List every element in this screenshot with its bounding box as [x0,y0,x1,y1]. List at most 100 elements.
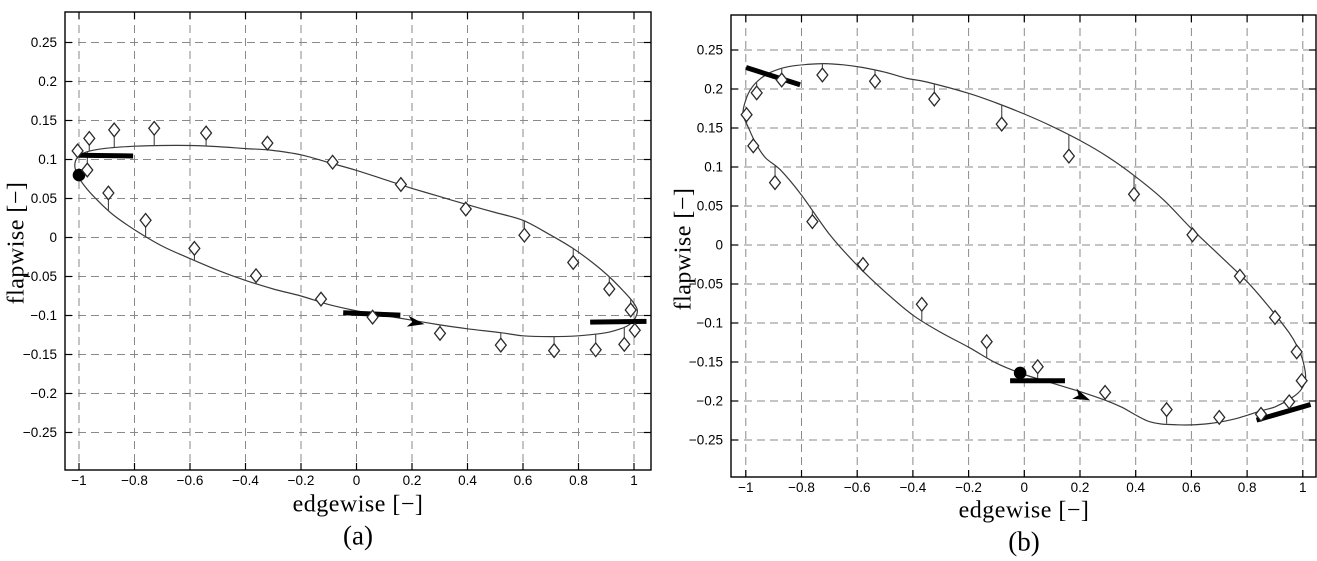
diamond-marker [459,201,473,217]
y-tick-label: −0.2 [696,394,723,409]
x-tick-label: 0.6 [514,473,533,488]
direction-arrowhead [1072,388,1091,401]
diamond-marker [628,322,642,339]
x-axis-label-a: edgewise [−] [292,491,424,518]
diamond-marker [139,212,152,229]
x-tick-label: −1 [71,473,86,488]
tangent-bar [78,152,134,159]
y-tick-label: 0.25 [697,43,723,58]
loop-curve-a [74,144,639,338]
axis-ticks-b [731,15,1316,477]
diamond-marker [566,254,580,271]
diamond-marker [199,125,213,141]
diamond-markers-a [71,120,642,359]
tick-labels-b: −1 −0.8 −0.6 −0.4 −0.2 0 0.2 0.4 0.6 0.8 1 −0.25 −0.… [689,43,1307,496]
x-tick-label: −0.8 [788,480,815,495]
diamond-marker [494,337,508,353]
x-tick-label: 0 [353,473,361,488]
diamond-marker [394,176,408,193]
axes-box-a [64,11,652,471]
diamond-marker [102,185,115,201]
diamond-marker [1282,393,1296,410]
diamond-marker [71,143,84,159]
diamond-marker [750,85,763,101]
x-tick-label: 0.6 [1182,480,1201,495]
x-tick-label: 0 [1021,480,1029,495]
y-tick-label: 0.1 [38,152,57,167]
diamond-marker [326,154,339,171]
diamond-marker [618,336,631,353]
diamond-marker [107,122,121,138]
y-tick-label: −0.25 [689,433,723,448]
direction-arrowhead [406,315,425,327]
diamond-marker [366,309,379,325]
y-tick-label: 0 [715,238,723,253]
diamond-marker [314,291,328,307]
diamond-marker [928,91,941,107]
x-tick-label: −0.6 [177,473,204,488]
diamond-marker [261,135,274,151]
diamond-marker [980,333,993,350]
x-tick-label: 0.2 [403,473,422,488]
x-tick-label: 0.8 [1238,480,1257,495]
x-tick-label: −0.6 [844,480,871,495]
tick-labels-a: −1 −0.8 −0.6 −0.4 −0.2 0 0.2 0.4 0.6 0.8 1 −0.25 −0.… [23,35,638,488]
y-tick-label: 0.25 [31,35,57,50]
x-tick-label: 0.4 [1126,480,1145,495]
diamond-marker [83,130,96,147]
diamond-marker [603,281,616,297]
y-tick-label: −0.25 [23,425,57,440]
y-axis-label-a: flapwise [−] [3,181,30,305]
tangent-bar [1255,402,1312,423]
diamond-marker [740,106,753,123]
diamond-marker [624,302,637,318]
diamond-marker [1233,268,1247,285]
diamond-marker [1268,309,1282,326]
diamond-marker [1098,384,1112,401]
loop-curve-b [742,62,1307,426]
x-axis-label-b: edgewise [−] [958,497,1090,524]
y-tick-label: −0.1 [30,308,57,323]
axis-ticks-a [65,12,651,470]
y-tick-label: −0.1 [696,316,723,331]
y-tick-label: 0.2 [704,82,723,97]
grid-b [731,15,1316,477]
diamond-marker [816,67,829,83]
x-tick-label: −0.2 [955,480,982,495]
diamond-marker [806,213,819,230]
diamond-marker [1213,409,1226,426]
x-tick-label: 1 [1299,480,1307,495]
x-tick-label: 0.2 [1071,480,1090,495]
caption-a: (a) [343,520,373,551]
axes-box-b [730,14,1317,478]
x-tick-label: −0.4 [232,473,259,488]
diamond-marker [995,116,1008,132]
y-tick-label: −0.2 [30,386,57,401]
x-tick-label: −1 [738,480,753,495]
y-tick-label: −0.15 [23,347,57,362]
y-tick-label: 0 [49,230,57,245]
y-axis-label-b: flapwise [−] [670,187,697,311]
start-point-dot [1013,366,1027,380]
diamond-marker [1295,372,1308,389]
diamond-marker [1186,227,1199,243]
x-tick-label: 0.8 [569,473,588,488]
diamond-marker [433,325,447,342]
y-tick-label: 0.2 [38,74,57,89]
x-tick-label: −0.2 [288,473,315,488]
diamond-marker [868,73,882,90]
diamond-marker [249,267,263,284]
diamond-marker [1031,358,1044,375]
diamond-marker [547,342,561,359]
x-tick-label: −0.4 [900,480,927,495]
tangent-bar [745,65,801,88]
y-tick-label: 0.15 [697,121,723,136]
y-tick-label: 0.05 [31,191,57,206]
diamond-marker [1127,186,1141,203]
diamond-marker [1160,401,1173,418]
y-tick-label: −0.05 [23,269,57,284]
y-tick-label: 0.1 [704,160,723,175]
tangent-bar [590,318,647,325]
